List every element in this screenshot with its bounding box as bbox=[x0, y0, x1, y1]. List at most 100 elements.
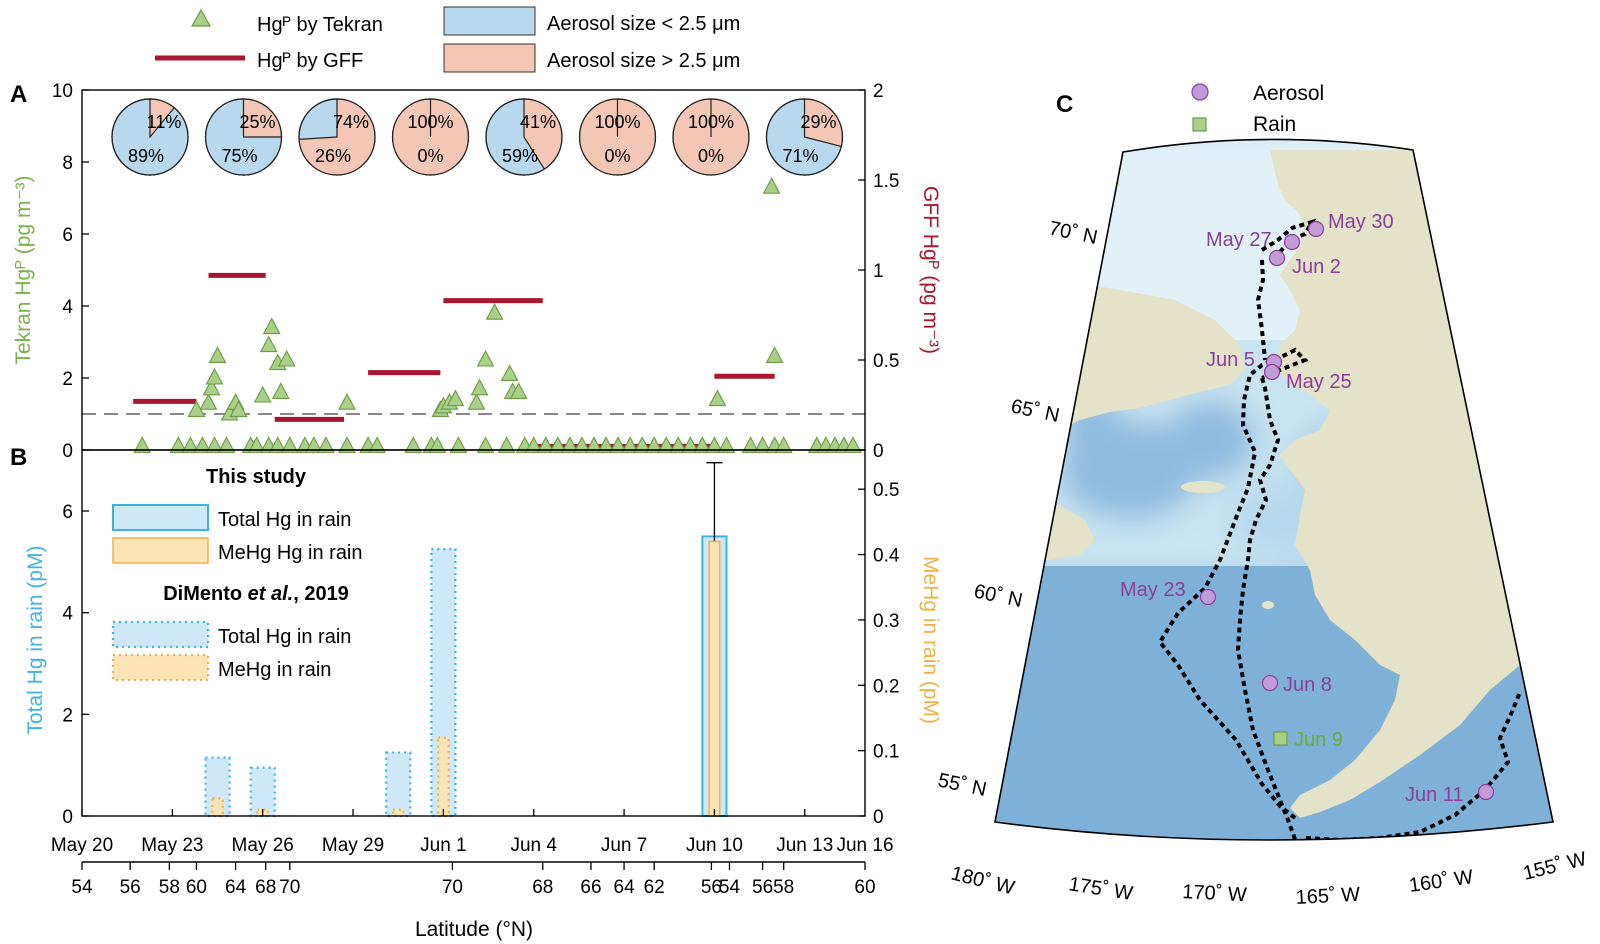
tekran-point bbox=[268, 436, 287, 453]
cruise-track-2 bbox=[1235, 377, 1298, 840]
legend-this-study: This study bbox=[206, 466, 307, 488]
site-marker-may-25 bbox=[1263, 363, 1281, 381]
tekran-point bbox=[205, 436, 224, 453]
tekran-point bbox=[500, 364, 519, 381]
tekran-point bbox=[467, 393, 486, 410]
pie-1-outline bbox=[111, 98, 189, 176]
rain-y-axis-title: Total Hg in rain (pM) bbox=[24, 545, 47, 734]
tekran-y-tick-label: 10 bbox=[52, 81, 73, 102]
rain-y-tick-label: 2 bbox=[62, 705, 73, 726]
tekran-point bbox=[199, 393, 218, 410]
tekran-y-tick-label: 2 bbox=[62, 369, 73, 390]
pie-3-fine-label: 26% bbox=[315, 146, 351, 166]
pie-3-outline bbox=[298, 98, 376, 176]
mehg-y-tick-label: 0.2 bbox=[873, 676, 899, 697]
legend-mehg-swatch-this bbox=[112, 537, 209, 564]
latitude-tick-label: 64 bbox=[614, 877, 636, 898]
tekran-point bbox=[208, 346, 227, 363]
tekran-point bbox=[271, 382, 290, 399]
mehg-bar-dimento bbox=[391, 808, 405, 818]
pie-5-fine-label: 59% bbox=[502, 146, 538, 166]
tekran-point bbox=[621, 436, 640, 453]
mehg-y-tick-label: 0 bbox=[873, 807, 884, 828]
latitude-tick-label: 68 bbox=[255, 877, 276, 898]
latitude-tick-label: 54 bbox=[719, 877, 741, 898]
tekran-point bbox=[765, 346, 784, 363]
aerosol-legend-marker bbox=[1191, 83, 1209, 101]
tekran-y-tick-label: 6 bbox=[62, 225, 73, 246]
tekran-point bbox=[338, 393, 356, 410]
legend-mehg-label-dimento: MeHg in rain bbox=[218, 659, 331, 681]
site-label-jun-9: Jun 9 bbox=[1294, 729, 1343, 751]
gff-legend-label: Hgᴾ by GFF bbox=[257, 50, 363, 72]
pie-8-fine-label: 71% bbox=[782, 146, 818, 166]
tekran-point bbox=[169, 436, 188, 453]
tekran-point bbox=[669, 436, 688, 453]
tekran-point bbox=[609, 436, 627, 453]
tekran-point bbox=[338, 436, 356, 453]
pie-2-outline bbox=[204, 98, 283, 176]
tekran-point bbox=[597, 436, 615, 453]
date-tick-label: May 26 bbox=[232, 835, 294, 856]
tekran-point bbox=[717, 436, 736, 453]
site-marker-jun-8 bbox=[1261, 674, 1279, 692]
pie-8-coarse-label: 29% bbox=[800, 112, 836, 132]
legend-mehg-swatch-dimento bbox=[111, 653, 210, 682]
st-matthew-island bbox=[1262, 601, 1274, 609]
tekran-legend-marker bbox=[190, 8, 212, 27]
tekran-point bbox=[205, 367, 224, 385]
tekran-point bbox=[304, 436, 323, 453]
tekran-point bbox=[449, 436, 468, 453]
cruise-track-1 bbox=[1157, 347, 1309, 820]
latitude-tick-label: 64 bbox=[225, 877, 247, 898]
tekran-point bbox=[133, 436, 152, 453]
rain-y-tick-label: 0 bbox=[62, 807, 73, 828]
fine-legend-swatch bbox=[443, 6, 536, 36]
pie-2-coarse-label: 25% bbox=[239, 112, 275, 132]
date-tick-label: Jun 7 bbox=[601, 835, 647, 856]
pie-5-coarse-label: 41% bbox=[520, 112, 556, 132]
legend-dimento-prefix: DiMento bbox=[163, 583, 247, 605]
panel-label-b: B bbox=[10, 444, 27, 471]
latitude-tick-label: 62 bbox=[644, 877, 665, 898]
latitude-labels: 70˚ N 65˚ N 60˚ N 55˚ N bbox=[936, 217, 1099, 801]
date-tick-label: May 29 bbox=[322, 835, 384, 856]
tekran-point bbox=[193, 436, 212, 453]
pie-8-outline bbox=[765, 98, 844, 176]
coarse-legend-swatch bbox=[443, 43, 536, 73]
tekran-point bbox=[572, 436, 591, 453]
fine-legend-label: Aerosol size < 2.5 μm bbox=[547, 13, 740, 35]
tekran-point bbox=[560, 436, 579, 453]
pie-6-outline bbox=[578, 98, 657, 176]
rain-y-tick-label: 6 bbox=[62, 502, 73, 523]
site-label-jun-2: Jun 2 bbox=[1292, 256, 1341, 278]
lat-label-60n: 60˚ N bbox=[972, 580, 1024, 612]
tekran-point bbox=[497, 436, 516, 453]
tekran-point bbox=[708, 389, 727, 407]
pie-6-coarse-label: 100% bbox=[594, 112, 640, 132]
date-tick-label: Jun 4 bbox=[510, 835, 557, 856]
pie-1-fine-label: 89% bbox=[128, 146, 164, 166]
lon-label-170w: 170˚ W bbox=[1182, 881, 1248, 906]
site-marker-jun-11 bbox=[1477, 783, 1495, 801]
site-label-may-27: May 27 bbox=[1206, 229, 1272, 251]
tekran-point bbox=[774, 436, 793, 453]
tekran-point bbox=[428, 436, 447, 453]
date-tick-label: Jun 10 bbox=[686, 835, 743, 856]
aerosol-legend-label: Aerosol bbox=[1253, 82, 1324, 105]
site-markers: May 30 May 27 Jun 2 Jun 5 May 25 May 23 … bbox=[1120, 211, 1495, 806]
site-label-jun-11: Jun 11 bbox=[1405, 784, 1464, 806]
site-marker-jun-9 bbox=[1273, 731, 1288, 746]
gff-y-tick-label: 2 bbox=[873, 81, 884, 102]
site-label-may-30: May 30 bbox=[1328, 211, 1394, 233]
gff-y-tick-label: 0.5 bbox=[873, 351, 899, 372]
site-marker-may-30 bbox=[1307, 220, 1325, 238]
latitude-tick-label: 70 bbox=[442, 877, 463, 898]
pie-4-fine-label: 0% bbox=[417, 146, 443, 166]
tekran-point bbox=[741, 436, 760, 453]
cruise-track-3 bbox=[1255, 259, 1267, 361]
pie-4-coarse-label: 100% bbox=[407, 112, 453, 132]
panel-b-legend: This study Total Hg in rain MeHg Hg in r… bbox=[111, 466, 363, 682]
latitude-tick-label: 68 bbox=[532, 877, 553, 898]
longitude-labels: 180˚ W 175˚ W 170˚ W 165˚ W 160˚ W 155˚ … bbox=[949, 848, 1589, 909]
